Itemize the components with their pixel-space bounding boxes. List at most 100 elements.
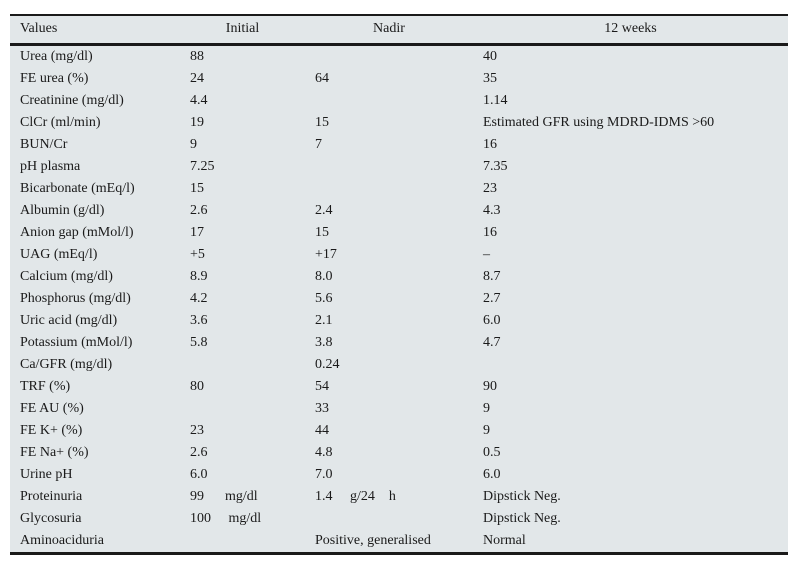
table-row: pH plasma 7.25 7.35 — [10, 156, 788, 178]
cell-nadir: 54 — [315, 378, 329, 394]
table-row: Urine pH 6.0 7.0 6.0 — [10, 464, 788, 486]
cell-12weeks: 7.35 — [483, 158, 508, 174]
cell-label: pH plasma — [20, 158, 81, 174]
cell-label: BUN/Cr — [20, 136, 68, 152]
cell-label: Bicarbonate (mEq/l) — [20, 180, 135, 196]
cell-label: Anion gap (mMol/l) — [20, 224, 134, 240]
cell-nadir: 33 — [315, 400, 329, 416]
cell-nadir: 44 — [315, 422, 329, 438]
cell-label: UAG (mEq/l) — [20, 246, 98, 262]
cell-nadir: 1.4 g/24 h — [315, 488, 396, 504]
cell-12weeks: 9 — [483, 400, 490, 416]
cell-label: Albumin (g/dl) — [20, 202, 105, 218]
table-header: Values Initial Nadir 12 weeks — [10, 16, 788, 46]
cell-nadir: 7.0 — [315, 466, 333, 482]
cell-initial: 6.0 — [190, 466, 208, 482]
table-row: ClCr (ml/min) 19 15 Estimated GFR using MDR… — [10, 112, 788, 134]
table-body: Urea (mg/dl) 88 40 FE urea (%) 24 64 35 Creatin… — [10, 44, 788, 552]
cell-12weeks: 4.3 — [483, 202, 501, 218]
cell-12weeks: Dipstick Neg. — [483, 510, 561, 526]
table-row: Anion gap (mMol/l) 17 15 16 — [10, 222, 788, 244]
cell-12weeks: 2.7 — [483, 290, 501, 306]
table-row: Potassium (mMol/l) 5.8 3.8 4.7 — [10, 332, 788, 354]
cell-12weeks: 4.7 — [483, 334, 501, 350]
cell-label: Urea (mg/dl) — [20, 48, 93, 64]
cell-initial: 100 mg/dl — [190, 510, 262, 526]
table-row: Albumin (g/dl) 2.6 2.4 4.3 — [10, 200, 788, 222]
cell-nadir: 8.0 — [315, 268, 333, 284]
cell-12weeks: 16 — [483, 136, 497, 152]
cell-initial — [180, 354, 305, 376]
cell-12weeks: Normal — [483, 532, 526, 548]
cell-label: Potassium (mMol/l) — [20, 334, 133, 350]
cell-label: FE AU (%) — [20, 400, 84, 416]
table-row: FE AU (%) 33 9 — [10, 398, 788, 420]
cell-label: TRF (%) — [20, 378, 71, 394]
cell-initial: 2.6 — [190, 202, 208, 218]
cell-12weeks: 6.0 — [483, 466, 501, 482]
table-row: Aminoaciduria Positive, generalised Normal — [10, 530, 788, 552]
cell-nadir: 5.6 — [315, 290, 333, 306]
cell-12weeks: 40 — [483, 48, 497, 64]
cell-initial: 17 — [190, 224, 204, 240]
cell-initial: 99 mg/dl — [190, 488, 258, 504]
table-row: Phosphorus (mg/dl) 4.2 5.6 2.7 — [10, 288, 788, 310]
cell-initial: 5.8 — [190, 334, 208, 350]
cell-nadir: 2.4 — [315, 202, 333, 218]
cell-nadir: Positive, generalised — [315, 532, 431, 548]
cell-12weeks: Estimated GFR using MDRD-IDMS >60 — [483, 114, 715, 130]
cell-nadir — [305, 156, 473, 178]
cell-label: Phosphorus (mg/dl) — [20, 290, 131, 306]
cell-nadir: 64 — [315, 70, 329, 86]
table-header-row: Values Initial Nadir 12 weeks — [10, 16, 788, 46]
table-row: Urea (mg/dl) 88 40 — [10, 44, 788, 68]
cell-label: Proteinuria — [20, 488, 83, 504]
cell-label: Urine pH — [20, 466, 73, 482]
cell-12weeks: 35 — [483, 70, 497, 86]
cell-label: FE Na+ (%) — [20, 444, 89, 460]
table-row: Glycosuria 100 mg/dl Dipstick Neg. — [10, 508, 788, 530]
column-header-nadir: Nadir — [305, 16, 473, 46]
cell-label: FE K+ (%) — [20, 422, 83, 438]
cell-initial: 24 — [190, 70, 204, 86]
cell-label: FE urea (%) — [20, 70, 89, 86]
cell-nadir: 7 — [315, 136, 322, 152]
results-table: Values Initial Nadir 12 weeks Urea (mg/d… — [10, 16, 788, 552]
cell-nadir: 3.8 — [315, 334, 333, 350]
cell-initial — [180, 530, 305, 552]
cell-12weeks: 1.14 — [483, 92, 508, 108]
table-row: Bicarbonate (mEq/l) 15 23 — [10, 178, 788, 200]
cell-12weeks: 23 — [483, 180, 497, 196]
cell-initial: 88 — [190, 48, 204, 64]
cell-nadir — [305, 508, 473, 530]
table-row: Creatinine (mg/dl) 4.4 1.14 — [10, 90, 788, 112]
cell-initial: 80 — [190, 378, 204, 394]
cell-12weeks: 6.0 — [483, 312, 501, 328]
cell-initial: +5 — [190, 246, 205, 262]
table-row: Calcium (mg/dl) 8.9 8.0 8.7 — [10, 266, 788, 288]
cell-initial — [180, 398, 305, 420]
column-header-initial: Initial — [180, 16, 305, 46]
table-row: BUN/Cr 9 7 16 — [10, 134, 788, 156]
table-row: Proteinuria 99 mg/dl 1.4 g/24 h Dipstick Ne… — [10, 486, 788, 508]
cell-nadir: 15 — [315, 224, 329, 240]
cell-label: Aminoaciduria — [20, 532, 104, 548]
cell-initial: 23 — [190, 422, 204, 438]
cell-12weeks: Dipstick Neg. — [483, 488, 561, 504]
cell-nadir: +17 — [315, 246, 337, 262]
cell-initial: 19 — [190, 114, 204, 130]
cell-12weeks — [473, 354, 788, 376]
cell-initial: 3.6 — [190, 312, 208, 328]
table-row: FE K+ (%) 23 44 9 — [10, 420, 788, 442]
table-row: TRF (%) 80 54 90 — [10, 376, 788, 398]
cell-initial: 4.2 — [190, 290, 208, 306]
cell-label: Ca/GFR (mg/dl) — [20, 356, 113, 372]
cell-12weeks: 8.7 — [483, 268, 501, 284]
cell-12weeks: 0.5 — [483, 444, 501, 460]
cell-nadir — [305, 44, 473, 68]
column-header-12weeks: 12 weeks — [473, 16, 788, 46]
table-row: FE Na+ (%) 2.6 4.8 0.5 — [10, 442, 788, 464]
column-header-values: Values — [10, 16, 180, 46]
table-row: FE urea (%) 24 64 35 — [10, 68, 788, 90]
cell-12weeks: – — [483, 246, 490, 262]
